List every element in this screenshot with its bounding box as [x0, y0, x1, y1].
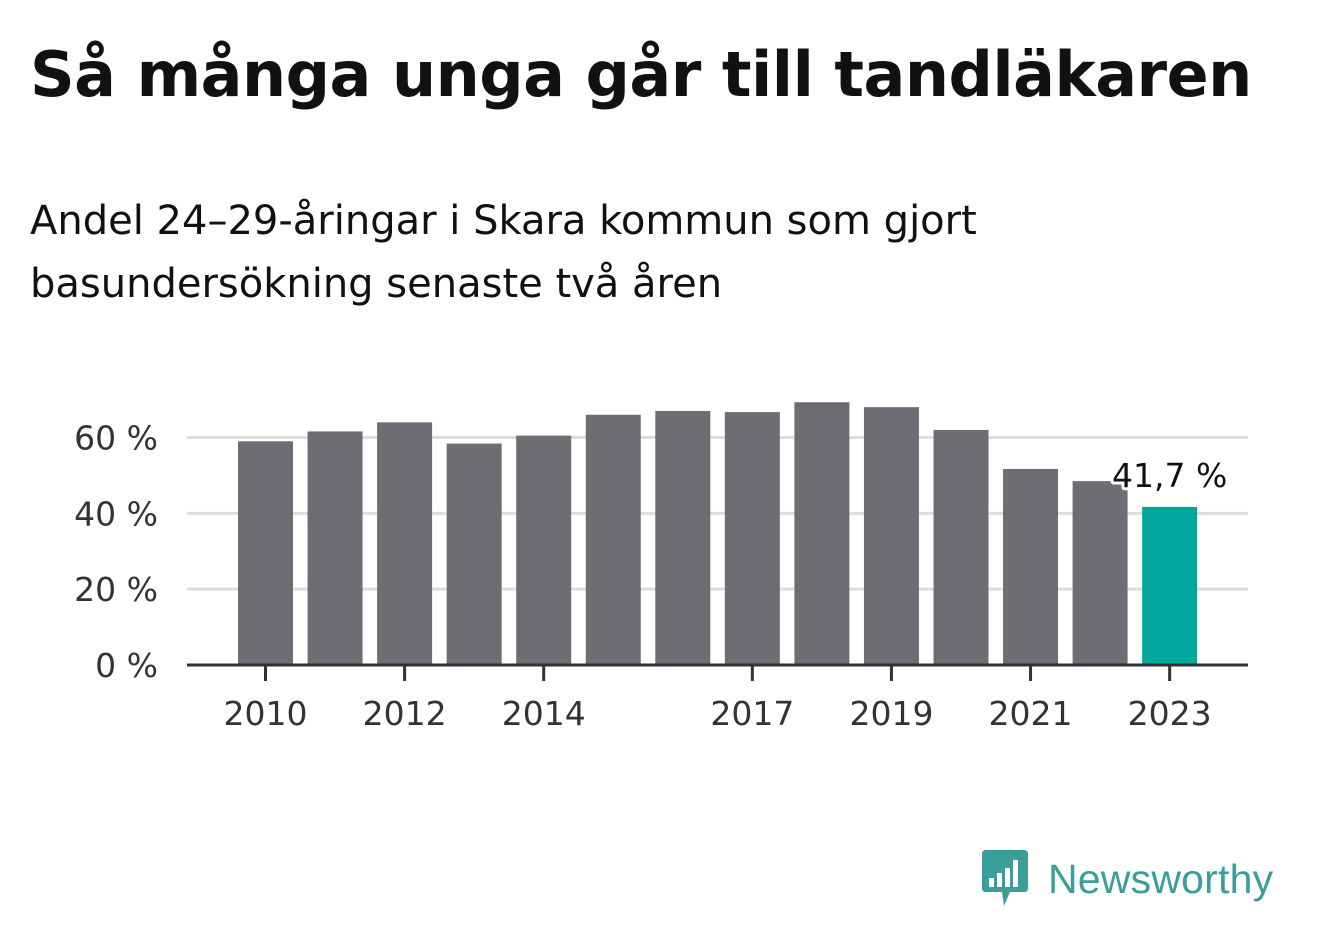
bar-2011: [307, 431, 363, 665]
bar-2019: [863, 407, 919, 665]
bar-2014: [516, 435, 572, 665]
chart-title: Så många unga går till tandläkaren: [30, 38, 1252, 111]
x-tick-label: 2021: [989, 694, 1073, 733]
x-tick-label: 2014: [502, 694, 586, 733]
y-axis-labels: 0 % 20 % 40 % 60 %: [74, 419, 158, 686]
bar-2015: [585, 414, 641, 665]
bar-2013: [446, 443, 502, 665]
newsworthy-logo-icon: [982, 850, 1028, 906]
bar-chart: 0 % 20 % 40 % 60 % 2010 2012 2014 2017 2019 2021…: [74, 402, 1248, 733]
x-tick-label: 2023: [1128, 694, 1212, 733]
gridlines: [187, 436, 1248, 591]
newsworthy-logo: Newsworthy: [980, 848, 1273, 910]
x-tick-label: 2012: [363, 694, 447, 733]
y-tick-label: 20 %: [74, 570, 158, 609]
x-axis: [187, 663, 1248, 681]
chart-subtitle: Andel 24–29-åringar i Skara kommun som g…: [30, 198, 977, 307]
bar-2017: [724, 412, 780, 665]
bar-2020: [933, 429, 989, 665]
x-tick-label: 2017: [710, 694, 794, 733]
y-tick-label: 60 %: [74, 419, 158, 458]
y-tick-label: 0 %: [95, 646, 158, 685]
bar-2016: [655, 410, 711, 665]
bars: [238, 402, 1198, 665]
annotations: 41,7 %: [1109, 453, 1230, 498]
x-tick-label: 2010: [224, 694, 308, 733]
bar-2021: [1003, 468, 1059, 665]
bar-2022: [1072, 481, 1128, 665]
y-tick-label: 40 %: [74, 494, 158, 533]
bar-2012: [377, 422, 433, 665]
x-axis-labels: 2010 2012 2014 2017 2019 2021 2023: [224, 694, 1212, 733]
bar-2023: [1142, 506, 1198, 665]
bar-2018: [794, 402, 850, 665]
brand-name: Newsworthy: [1048, 855, 1274, 902]
x-tick-label: 2019: [849, 694, 933, 733]
bar-2010: [238, 441, 293, 665]
highlight-value-label: 41,7 %: [1112, 456, 1227, 495]
